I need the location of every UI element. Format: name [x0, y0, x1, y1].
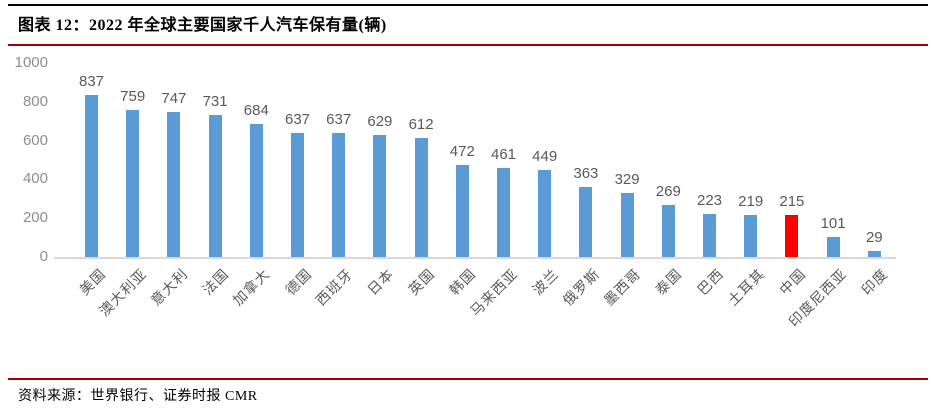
- x-axis-line: [54, 257, 896, 259]
- bar-英国: [414, 138, 428, 257]
- bar-value-label: 637: [284, 111, 311, 129]
- bar-value-label: 472: [449, 143, 475, 161]
- bar-美国: [85, 94, 98, 257]
- bar-意大利: [167, 112, 181, 257]
- bar-巴西: [703, 213, 716, 257]
- bar-value-label: 215: [779, 193, 805, 211]
- bar-墨西哥: [620, 193, 634, 257]
- title-divider-rule: [8, 44, 928, 46]
- bar-印度尼西亚: [826, 237, 840, 257]
- x-axis-label-法国: 法国: [200, 266, 233, 299]
- bar-泰国: [661, 204, 675, 257]
- bar-韩国: [455, 165, 469, 257]
- bar-中国: [785, 215, 799, 257]
- bar-俄罗斯: [579, 186, 593, 257]
- bar-value-label: 29: [865, 229, 883, 247]
- source-note: 资料来源：世界银行、证券时报 CMR: [18, 389, 258, 404]
- y-axis-tick-400: 400: [22, 170, 48, 188]
- x-axis-label-日本: 日本: [365, 266, 398, 299]
- bar-value-label: 629: [367, 112, 393, 130]
- bar-加拿大: [249, 124, 263, 257]
- bar-印度: [867, 251, 881, 257]
- x-axis-label-英国: 英国: [406, 266, 439, 299]
- bar-日本: [373, 134, 387, 257]
- x-axis-label-西班牙: 西班牙: [313, 266, 357, 310]
- bar-德国: [291, 133, 304, 257]
- bar-value-label: 731: [202, 93, 228, 111]
- x-axis-label-泰国: 泰国: [653, 266, 686, 299]
- bar-马来西亚: [497, 167, 510, 257]
- bar-value-label: 759: [120, 87, 146, 105]
- y-axis-tick-600: 600: [22, 131, 48, 149]
- bar-value-label: 747: [161, 90, 187, 108]
- x-axis-label-印度: 印度: [859, 266, 892, 299]
- bar-value-label: 449: [532, 147, 558, 165]
- x-axis-label-中国: 中国: [777, 266, 810, 299]
- bar-法国: [208, 115, 222, 257]
- bar-value-label: 684: [243, 102, 269, 120]
- bar-chart: 0 200 400 600 800 1000 837 759 747 731 684 637 637 6…: [0, 50, 935, 370]
- bar-西班牙: [332, 133, 346, 257]
- bar-value-label: 612: [408, 116, 434, 134]
- bar-value-label: 461: [490, 145, 517, 163]
- x-axis-label-加拿大: 加拿大: [231, 266, 274, 310]
- x-axis-label-意大利: 意大利: [148, 266, 192, 310]
- x-axis-label-俄罗斯: 俄罗斯: [560, 266, 604, 310]
- footer-divider-rule: [8, 378, 928, 380]
- bar-土耳其: [744, 214, 758, 257]
- bar-value-label: 329: [614, 171, 640, 189]
- x-axis-label-墨西哥: 墨西哥: [602, 266, 645, 310]
- y-axis-tick-0: 0: [39, 248, 48, 265]
- x-axis-label-波兰: 波兰: [530, 266, 563, 299]
- figure-title: 图表 12：2022 年全球主要国家千人汽车保有量(辆): [18, 17, 387, 34]
- bar-value-label: 269: [655, 182, 681, 200]
- y-axis-tick-1000: 1000: [14, 54, 48, 71]
- x-axis-label-韩国: 韩国: [447, 266, 480, 299]
- y-axis-tick-800: 800: [22, 92, 48, 110]
- bar-澳大利亚: [126, 109, 140, 257]
- bar-value-label: 837: [78, 72, 105, 90]
- bar-value-label: 101: [820, 215, 846, 233]
- bar-value-label: 219: [738, 192, 764, 210]
- bar-波兰: [538, 169, 552, 257]
- x-axis-label-德国: 德国: [283, 266, 315, 299]
- bar-value-label: 637: [326, 111, 352, 129]
- x-axis-label-美国: 美国: [77, 266, 109, 299]
- top-rule: [8, 4, 928, 6]
- bar-value-label: 223: [696, 191, 723, 209]
- bar-value-label: 363: [573, 164, 599, 182]
- x-axis-label-巴西: 巴西: [695, 266, 727, 299]
- x-axis-label-土耳其: 土耳其: [725, 266, 769, 310]
- y-axis-tick-200: 200: [22, 209, 48, 227]
